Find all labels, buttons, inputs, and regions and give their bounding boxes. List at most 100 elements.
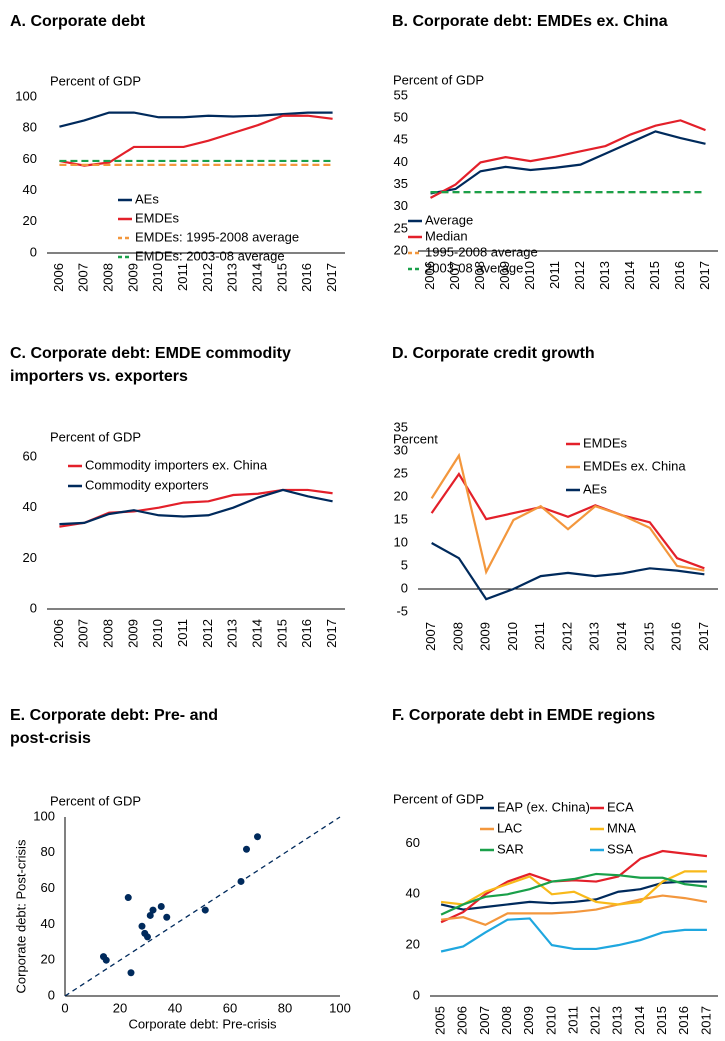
y-tick-label: 100 [15, 88, 37, 103]
x-tick-label: 2011 [532, 622, 547, 650]
legend-label: EMDEs [583, 435, 628, 450]
series-line [440, 872, 708, 916]
x-tick-label: 2016 [299, 619, 314, 648]
y-tick-label: 35 [394, 176, 408, 191]
y-tick-label: 0 [30, 600, 37, 615]
scatter-point [157, 903, 165, 910]
chart-title: C. Corporate debt: EMDE commodity [10, 345, 291, 362]
y-axis-title: Corporate debt: Post-crisis [13, 839, 28, 993]
x-tick-label: 2009 [125, 619, 140, 648]
scatter-point [254, 833, 261, 841]
x-tick-label: 2007 [76, 619, 91, 648]
scatter-point [146, 911, 154, 919]
x-tick-label: 2010 [150, 619, 165, 648]
y-tick-label: 0 [48, 987, 55, 1002]
y-tick-label: 30 [394, 442, 408, 457]
x-tick-label: 2007 [423, 622, 438, 651]
series-line [440, 849, 708, 924]
y-tick-label: 60 [23, 448, 37, 463]
y-axis-unit: Percent of GDP [50, 793, 141, 808]
x-tick-label: 2014 [614, 622, 629, 651]
series-line [440, 870, 707, 906]
legend-label: LAC [497, 820, 522, 835]
y-tick-label: 40 [23, 499, 37, 514]
scatter-point [201, 906, 209, 914]
chart-title: B. Corporate debt: EMDEs ex. China [392, 13, 668, 30]
legend-label: Median [425, 228, 468, 243]
series-line [430, 452, 705, 576]
legend-label: EAP (ex. China) [497, 799, 590, 814]
x-tick-label: 2013 [610, 1006, 625, 1035]
y-tick-label: 55 [394, 87, 408, 102]
x-tick-label: 2015 [654, 1006, 669, 1035]
scatter-point [138, 922, 146, 930]
x-tick-label: 2013 [225, 263, 240, 292]
legend-label: SSA [607, 841, 633, 856]
scatter-point [102, 956, 110, 964]
legend-label: EMDEs ex. China [583, 458, 686, 473]
x-tick-label: 2008 [101, 619, 116, 648]
y-tick-label: 25 [394, 220, 408, 235]
y-axis-unit: Percent of GDP [50, 73, 141, 88]
legend-label: 2003-08 average [425, 260, 523, 275]
x-tick-label: 2011 [565, 1006, 580, 1034]
x-axis-title: Corporate debt: Pre-crisis [128, 1016, 277, 1031]
y-tick-label: 80 [23, 120, 37, 135]
x-tick-label: 2012 [588, 1006, 603, 1035]
x-tick-label: 2015 [274, 619, 289, 648]
y-tick-label: 10 [394, 534, 408, 549]
series-line [440, 894, 708, 926]
series-line [430, 471, 705, 570]
x-tick-label: 2013 [225, 619, 240, 648]
series-line [440, 917, 707, 953]
y-tick-label: 20 [41, 952, 55, 967]
y-tick-label: 20 [23, 213, 37, 228]
x-tick-label: 2012 [559, 622, 574, 651]
x-tick-label: 2016 [672, 261, 687, 290]
series-line [431, 542, 705, 601]
x-tick-label: 2009 [521, 1006, 536, 1035]
series-line [59, 488, 333, 528]
y-tick-label: 100 [33, 808, 55, 823]
x-tick-label: 2014 [250, 619, 265, 648]
legend-label: Commodity exporters [85, 477, 209, 492]
x-tick-label: 2015 [274, 263, 289, 292]
x-tick-label: 2009 [497, 261, 512, 290]
y-tick-label: 25 [394, 465, 408, 480]
series-line [59, 488, 333, 526]
x-tick-label: 2008 [499, 1006, 514, 1035]
y-tick-label: 40 [394, 154, 408, 169]
y-tick-label: 45 [394, 132, 408, 147]
y-tick-label: 0 [413, 987, 420, 1002]
y-tick-label: 20 [406, 937, 420, 952]
legend-label: MNA [607, 820, 636, 835]
x-tick-label: 20 [113, 1000, 127, 1015]
y-axis-unit: Percent [393, 431, 438, 446]
x-tick-label: 40 [168, 1000, 182, 1015]
scatter-point [144, 933, 151, 941]
x-tick-label: 2013 [597, 261, 612, 290]
x-tick-label: 2011 [175, 619, 190, 647]
y-tick-label: 0 [401, 580, 408, 595]
chart-title: A. Corporate debt [10, 13, 146, 30]
legend-label: EMDEs: 1995-2008 average [135, 229, 299, 244]
chart-title: F. Corporate debt in EMDE regions [392, 707, 655, 724]
x-tick-label: 2012 [200, 619, 215, 648]
x-tick-label: 2005 [433, 1006, 448, 1035]
series-line [59, 111, 333, 128]
y-tick-label: 60 [406, 835, 420, 850]
chart-title: importers vs. exporters [10, 368, 188, 385]
x-tick-label: 2013 [587, 622, 602, 651]
x-tick-label: 2016 [299, 263, 314, 292]
x-tick-label: 2010 [150, 263, 165, 292]
x-tick-label: 2008 [101, 263, 116, 292]
legend-label: ECA [607, 799, 634, 814]
series-line [429, 119, 706, 199]
x-tick-label: 2010 [505, 622, 520, 651]
x-tick-label: 2008 [450, 622, 465, 651]
x-tick-label: 2015 [641, 622, 656, 651]
x-tick-label: 2006 [422, 261, 437, 290]
x-tick-label: 2011 [175, 263, 190, 291]
chart-title: D. Corporate credit growth [392, 345, 595, 362]
x-tick-label: 100 [329, 1000, 351, 1015]
